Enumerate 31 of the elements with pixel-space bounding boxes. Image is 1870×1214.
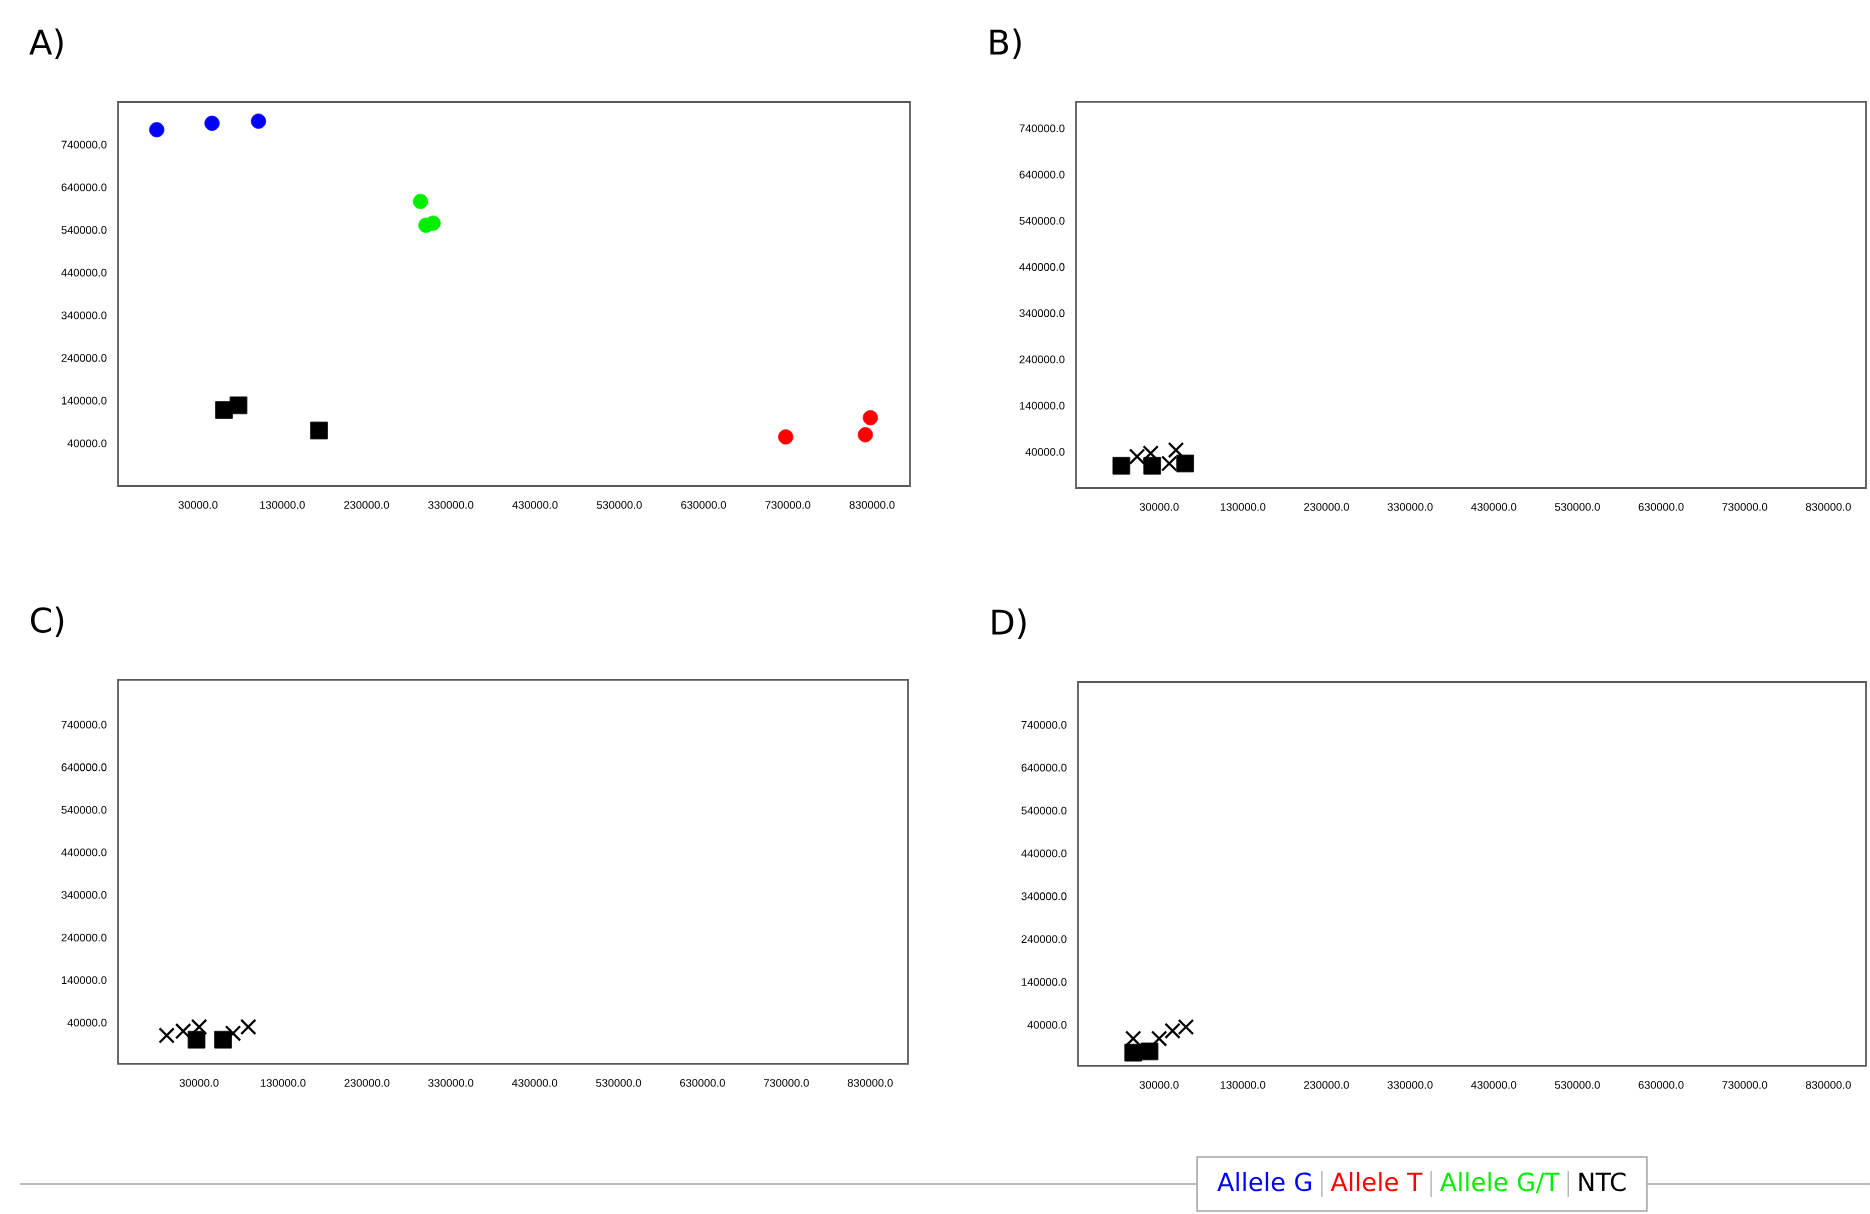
point [1176, 454, 1194, 473]
chart-title: D) [992, 608, 1026, 639]
text: Allele G [1217, 1171, 1312, 1192]
text: Allele G/T [1440, 1171, 1560, 1194]
text: Allele T [1330, 1171, 1423, 1192]
point [425, 215, 441, 231]
point [1150, 1030, 1168, 1047]
point [204, 115, 220, 131]
point [862, 410, 878, 426]
point [149, 122, 165, 138]
point [1167, 441, 1185, 459]
point [857, 427, 873, 443]
chart-title: B) [990, 28, 1021, 59]
point [1143, 456, 1161, 475]
point [778, 429, 794, 445]
chart-title: A) [29, 28, 63, 59]
point [1112, 456, 1131, 475]
point [250, 113, 267, 129]
point [1124, 1043, 1143, 1062]
text: NTC [1579, 1172, 1626, 1192]
point [229, 396, 248, 415]
point [1125, 1030, 1142, 1047]
point [1140, 1042, 1159, 1061]
point [224, 1025, 242, 1042]
point [187, 1030, 206, 1049]
point [1161, 455, 1178, 472]
point [214, 1030, 232, 1049]
chart-title: C) [30, 606, 64, 637]
point [310, 421, 328, 440]
point [412, 193, 429, 209]
point [240, 1018, 257, 1036]
